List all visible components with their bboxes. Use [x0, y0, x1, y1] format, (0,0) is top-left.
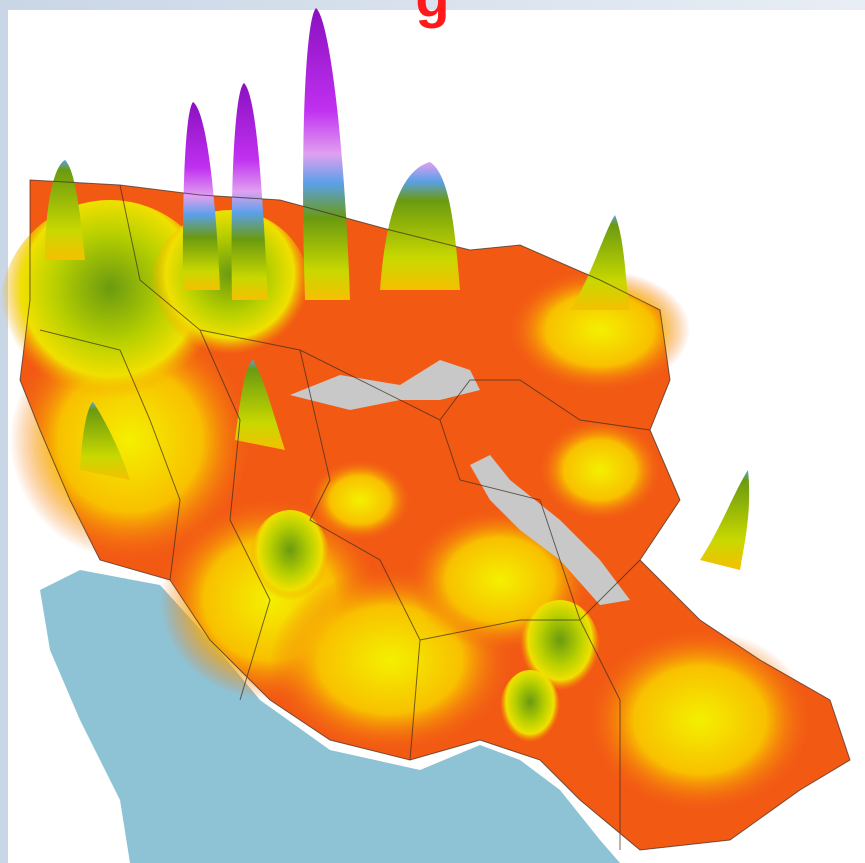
province-borders — [19, 179, 851, 851]
title: g — [0, 0, 865, 28]
precipitation-peaks — [45, 8, 750, 570]
